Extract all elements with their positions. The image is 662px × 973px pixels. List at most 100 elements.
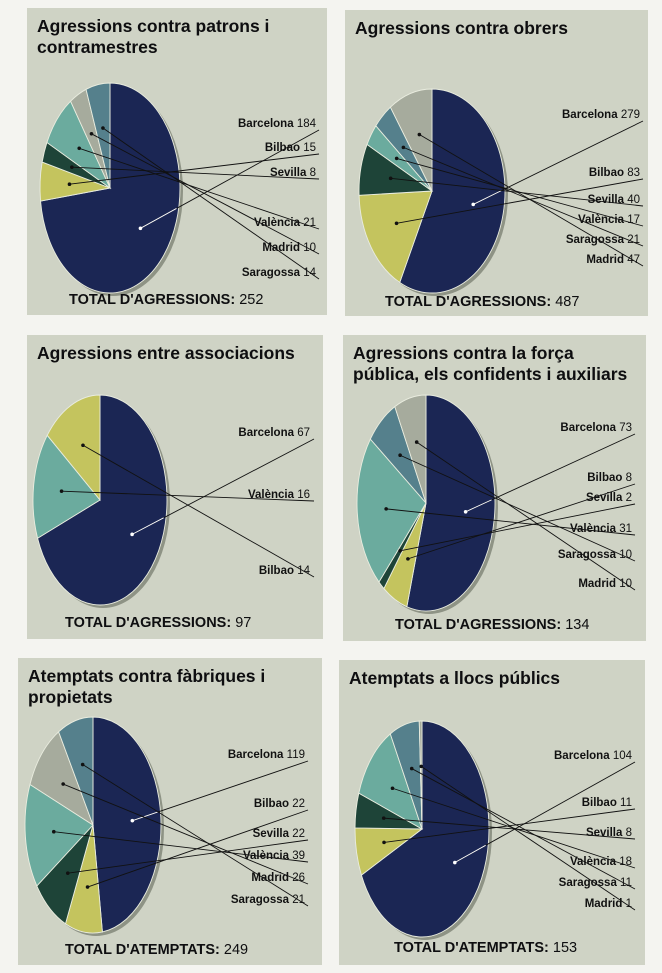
slice-value: 16	[297, 489, 310, 501]
slice-value: 22	[292, 828, 305, 840]
slice-label-valencia: València 31	[570, 523, 632, 535]
slice-name: Barcelona	[228, 749, 287, 761]
leader-line	[403, 146, 644, 247]
slice-value: 14	[297, 565, 310, 577]
pie-slice-madrid	[29, 731, 94, 827]
leader-dot	[394, 221, 399, 226]
slice-name: Barcelona	[238, 118, 297, 130]
slice-name: Bilbao	[589, 167, 627, 179]
slice-name: València	[570, 523, 619, 535]
slice-name: Sevilla	[586, 827, 626, 839]
total-label: TOTAL D'ATEMPTATS:	[394, 940, 549, 956]
leader-dot	[388, 176, 393, 181]
slice-name: València	[570, 856, 619, 868]
slice-label-sevilla: Sevilla 8	[270, 167, 316, 179]
slice-value: 279	[621, 109, 640, 121]
total-line: TOTAL D'AGRESSIONS: 252	[69, 292, 263, 308]
leader-dot	[382, 840, 386, 845]
leader-dot	[398, 453, 402, 458]
slice-value: 104	[613, 750, 633, 762]
slice-name: València	[243, 850, 292, 862]
slice-label-madrid: Madrid 47	[586, 254, 640, 266]
pie-slice-bilbao	[358, 190, 433, 284]
leader-dot	[471, 202, 476, 207]
leader-line	[82, 444, 315, 578]
slice-label-saragossa: Saragossa 11	[559, 877, 632, 889]
chart-title: Agressions entre associacions	[37, 343, 295, 363]
leader-line	[79, 147, 320, 230]
leader-dot	[453, 860, 457, 865]
slice-label-madrid: Madrid 10	[578, 578, 632, 590]
chart-title: Atemptats contra fàbriques i propietats	[28, 666, 266, 707]
slice-value: 47	[627, 254, 640, 266]
slice-label-bilbao: Bilbao 14	[259, 565, 311, 577]
leader-dot	[394, 156, 399, 161]
pie-slice-barcelona	[360, 720, 490, 938]
pie-slice-barcelona	[399, 88, 506, 294]
slice-label-barcelona: Barcelona 184	[238, 118, 317, 130]
slice-value: 31	[619, 523, 632, 535]
pie-slice-saragossa	[85, 82, 111, 189]
slice-label-saragossa: Saragossa 14	[242, 267, 317, 279]
leader-line	[396, 157, 644, 227]
slice-name: Sevilla	[586, 492, 626, 504]
leader-line	[82, 764, 309, 907]
slice-label-sevilla: Sevilla 22	[253, 828, 305, 840]
slice-value: 10	[303, 242, 316, 254]
slice-value: 1	[626, 898, 632, 910]
leader-line	[91, 133, 320, 255]
slice-label-madrid: Madrid 1	[585, 898, 632, 910]
leader-dot	[67, 182, 72, 187]
slice-value: 18	[619, 856, 632, 868]
leader-dot	[61, 782, 65, 786]
total-value: 153	[552, 940, 578, 956]
slice-value: 39	[292, 850, 305, 862]
slice-value: 15	[303, 142, 316, 154]
slice-label-bilbao: Bilbao 15	[265, 142, 316, 154]
slice-value: 40	[627, 194, 640, 206]
slice-name: València	[578, 214, 627, 226]
leader-line	[419, 134, 644, 267]
total-line: TOTAL D'AGRESSIONS: 97	[65, 615, 251, 631]
chart-panel-forca-publica: Agressions contra la força pública, els …	[343, 335, 646, 641]
slice-value: 73	[619, 422, 632, 434]
leader-dot	[398, 548, 402, 553]
leader-dot	[417, 132, 422, 137]
leader-line	[69, 153, 320, 185]
total-value: 249	[223, 942, 249, 958]
chart-title: Agressions contra la força pública, els …	[353, 343, 628, 384]
chart-panel-patrons: Agressions contra patrons i contramestre…	[27, 8, 327, 315]
pie-slice-barcelona	[406, 394, 496, 612]
leader-line	[420, 765, 636, 911]
slice-label-sevilla: Sevilla 8	[586, 827, 632, 839]
pie-slice-madrid	[418, 720, 423, 830]
pie-slice-barcelona	[37, 394, 168, 606]
slice-label-barcelona: Barcelona 73	[560, 422, 632, 434]
slice-label-barcelona: Barcelona 279	[562, 109, 640, 121]
pie-slice-barcelona	[92, 716, 162, 933]
leader-line	[53, 831, 309, 863]
slice-value: 11	[620, 877, 632, 889]
leader-line	[102, 127, 320, 280]
slice-label-valencia: València 16	[248, 489, 310, 501]
slice-value: 21	[303, 217, 316, 229]
leader-line	[399, 454, 636, 562]
slice-label-barcelona: Barcelona 104	[554, 750, 633, 762]
slice-label-madrid: Madrid 10	[262, 242, 316, 254]
slice-name: Barcelona	[560, 422, 619, 434]
leader-line	[416, 441, 636, 591]
slice-label-bilbao: Bilbao 8	[587, 472, 632, 484]
slice-value: 67	[297, 427, 310, 439]
pie-slice-saragossa	[58, 716, 94, 826]
pie-slice-valencia	[356, 438, 427, 583]
slice-value: 10	[619, 549, 632, 561]
slice-name: Bilbao	[259, 565, 297, 577]
total-value: 134	[565, 617, 590, 633]
leader-line	[61, 490, 315, 502]
slice-label-bilbao: Bilbao 22	[254, 798, 305, 810]
slice-value: 14	[303, 267, 316, 279]
slice-name: València	[254, 217, 303, 229]
slice-name: Bilbao	[582, 797, 620, 809]
